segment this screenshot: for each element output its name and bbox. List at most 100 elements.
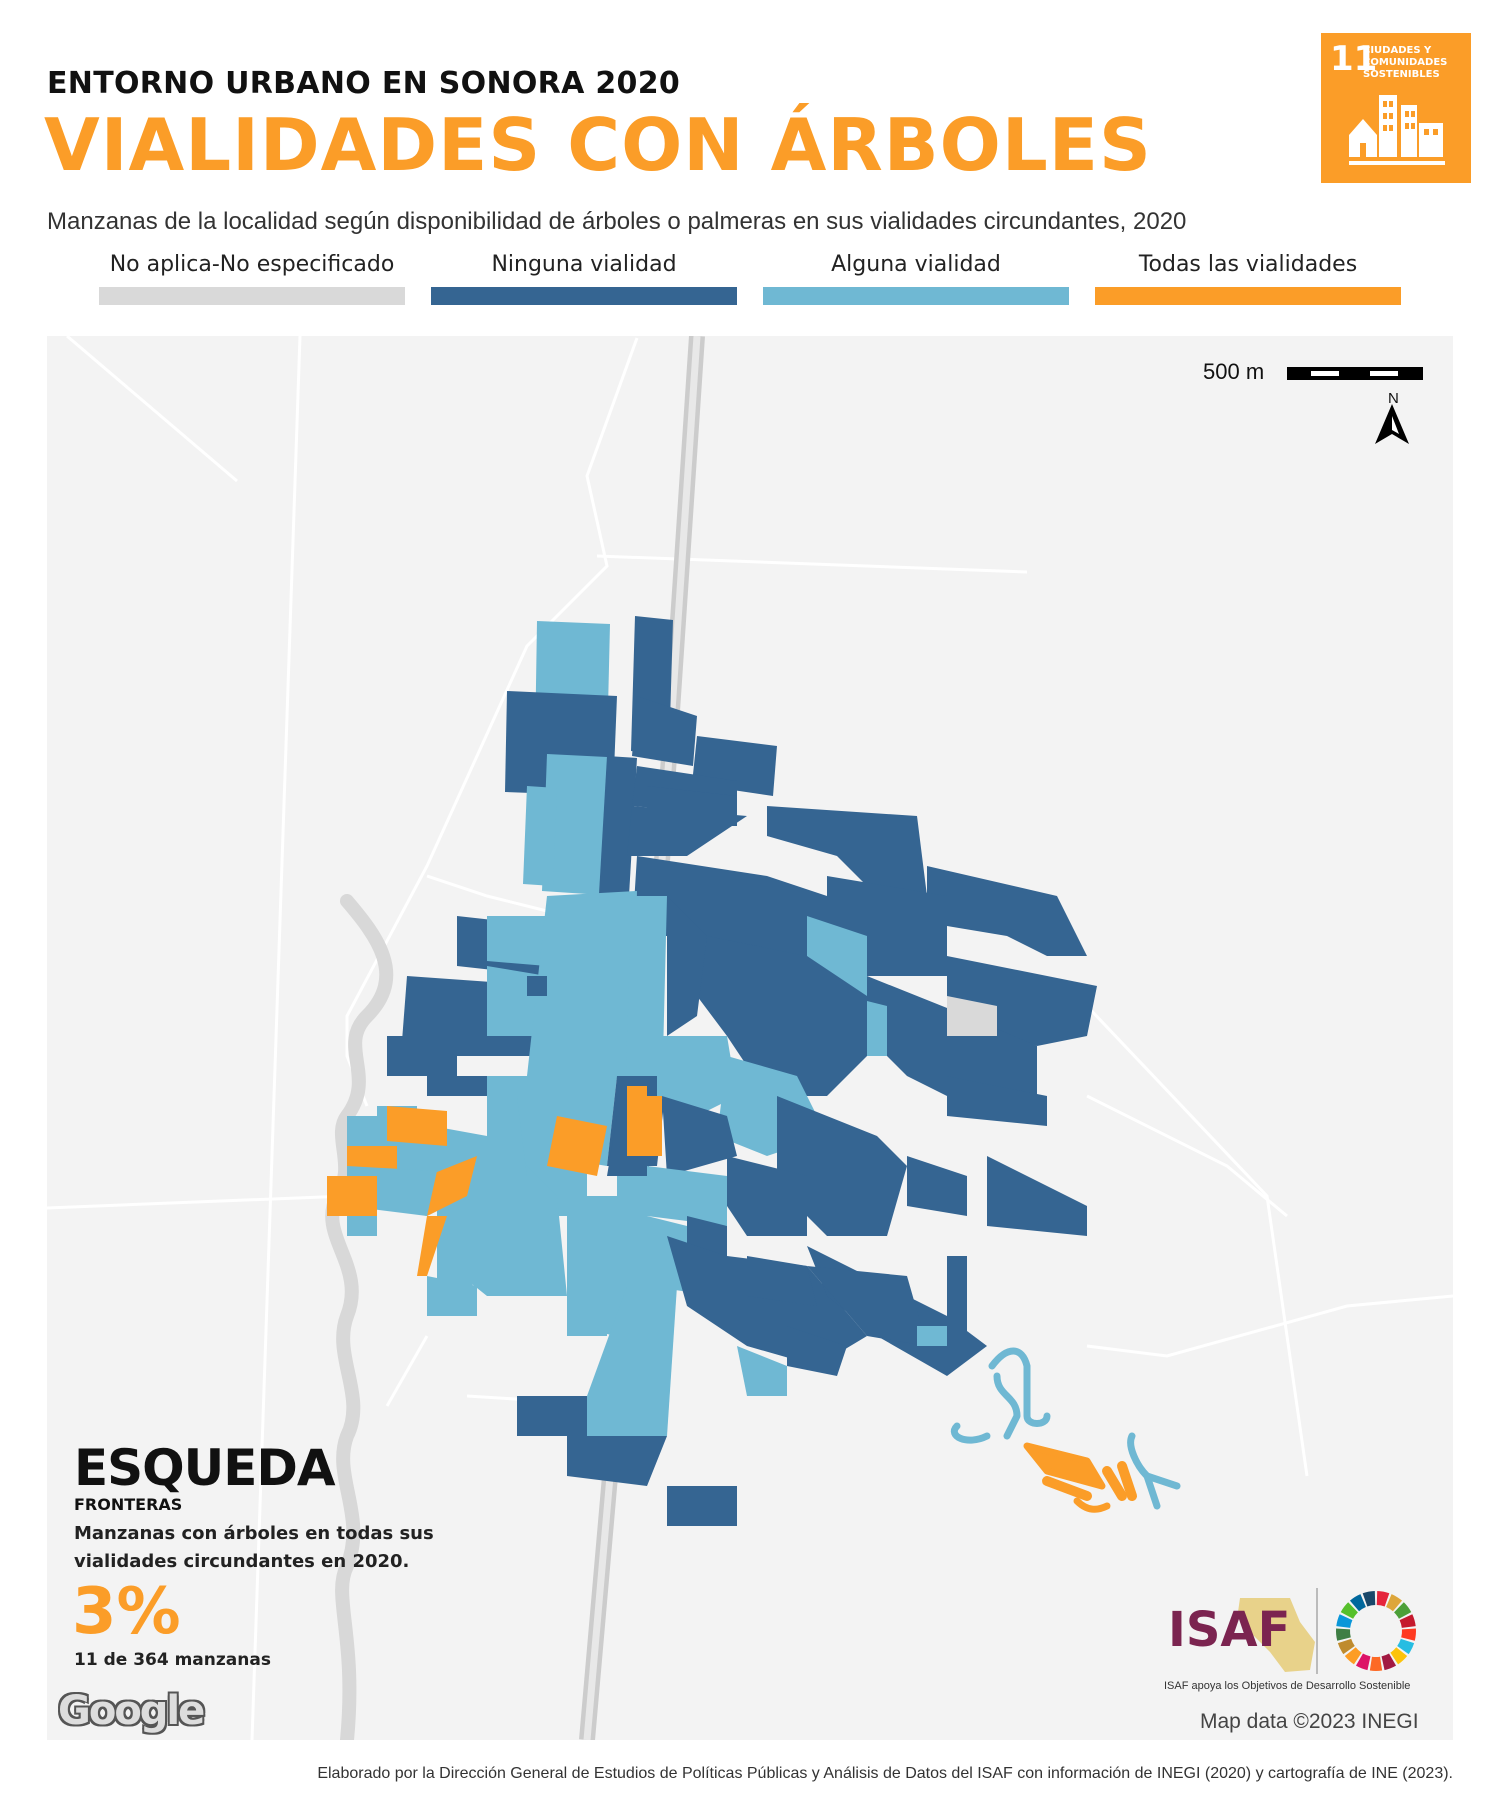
sdg-wheel-segment xyxy=(1340,1602,1358,1619)
sdg-wheel-segment xyxy=(1362,1591,1376,1607)
block-none xyxy=(807,1266,927,1346)
block-none xyxy=(727,1156,807,1236)
locality-name: ESQUEDA xyxy=(74,1439,336,1497)
block-some xyxy=(527,891,637,1086)
block-na xyxy=(947,996,997,1036)
block-none xyxy=(517,1396,587,1436)
stat-percent: 3% xyxy=(72,1575,181,1649)
block-some xyxy=(427,1276,477,1316)
block-none xyxy=(907,1156,967,1216)
sdg-wheel-segment xyxy=(1349,1594,1366,1612)
sdg-wheel-segment xyxy=(1386,1594,1403,1612)
block-none xyxy=(667,1236,867,1366)
sdg-text: CIUDADES Y COMUNIDADES SOSTENIBLES xyxy=(1363,45,1448,80)
block-none xyxy=(662,1096,737,1176)
block-some xyxy=(647,1166,727,1226)
block-all xyxy=(327,1176,377,1216)
legend-item-all: Todas las vialidades xyxy=(1095,252,1401,305)
page-title: VIALIDADES CON ÁRBOLES xyxy=(44,103,1152,187)
isaf-tagline: ISAF apoya los Objetivos de Desarrollo S… xyxy=(1164,1680,1411,1692)
block-none xyxy=(567,1436,667,1486)
block-all xyxy=(427,1156,477,1216)
sdg-wheel-segment xyxy=(1390,1647,1408,1665)
sdg-wheel-segment xyxy=(1337,1638,1355,1655)
block-none xyxy=(747,1256,817,1306)
stat-description: Manzanas con árboles en todas sus vialid… xyxy=(74,1523,434,1572)
isaf-logo-block: ISAF ISAF apoya los Objetivos de Desarro… xyxy=(1150,1584,1440,1694)
north-arrow-icon xyxy=(1375,404,1409,444)
block-none xyxy=(632,696,697,766)
sdg-wheel-segment xyxy=(1344,1647,1362,1665)
locality-region: FRONTERAS xyxy=(74,1495,183,1514)
map-attribution: Map data ©2023 INEGI xyxy=(1200,1710,1419,1733)
block-some xyxy=(507,1076,547,1096)
sdg-wheel-icon xyxy=(1336,1591,1416,1671)
block-some xyxy=(737,1346,787,1396)
block-none xyxy=(767,806,927,896)
block-some xyxy=(437,1196,507,1296)
legend-swatch xyxy=(763,287,1069,305)
block-some xyxy=(523,786,557,886)
scale-label: 500 m xyxy=(1203,359,1265,384)
kicker-title: ENTORNO URBANO EN SONORA 2020 xyxy=(47,66,681,101)
block-all xyxy=(387,1106,447,1146)
legend-item-some: Alguna vialidad xyxy=(763,252,1069,305)
google-logo: Google xyxy=(58,1688,205,1734)
city-blocks xyxy=(327,616,1097,1526)
legend-swatch xyxy=(1095,287,1401,305)
footer-credit: Elaborado por la Dirección General de Es… xyxy=(317,1765,1453,1782)
block-some xyxy=(587,1286,677,1436)
map-canvas xyxy=(47,336,1453,1740)
logo-divider xyxy=(1316,1588,1318,1674)
sdg-wheel-segment xyxy=(1336,1614,1353,1628)
sdg-11-badge: 11 CIUDADES Y COMUNIDADES SOSTENIBLES xyxy=(1321,33,1471,183)
legend-item-none: Ninguna vialidad xyxy=(431,252,737,305)
block-none xyxy=(427,1076,487,1096)
block-none xyxy=(777,1096,907,1236)
sdg-wheel-segment xyxy=(1381,1653,1397,1671)
sdg-wheel-segment xyxy=(1397,1638,1415,1655)
sdg-wheel-segment xyxy=(1399,1614,1416,1628)
sdg-wheel-segment xyxy=(1394,1602,1412,1619)
city-buildings-icon xyxy=(1349,95,1445,165)
legend-swatch xyxy=(431,287,737,305)
block-none xyxy=(527,976,547,996)
block-none xyxy=(599,756,637,896)
stat-count: 11 de 364 manzanas xyxy=(74,1650,271,1670)
sdg-wheel-segment xyxy=(1401,1628,1416,1641)
isaf-logo-text: ISAF xyxy=(1168,1602,1291,1658)
map-area[interactable] xyxy=(47,336,1453,1740)
scale-bar xyxy=(1287,367,1423,380)
block-none xyxy=(787,1326,847,1376)
block-some xyxy=(625,896,667,1096)
north-label: N xyxy=(1388,390,1399,407)
legend-swatch xyxy=(99,287,405,305)
block-none xyxy=(697,936,867,1096)
block-some xyxy=(617,1176,647,1226)
southeast-blocks xyxy=(951,1347,1181,1513)
block-some xyxy=(657,1036,737,1116)
block-none xyxy=(667,896,707,1036)
sdg-wheel-segment xyxy=(1369,1656,1383,1671)
sonora-state-icon xyxy=(1238,1598,1315,1672)
block-some xyxy=(487,1096,527,1176)
sdg-number: 11 xyxy=(1330,39,1378,79)
legend-label: Todas las vialidades xyxy=(1138,252,1358,277)
block-some xyxy=(487,916,547,966)
block-none xyxy=(647,786,737,826)
block-none xyxy=(947,1256,967,1346)
legend-item-na: No aplica-No especificado xyxy=(99,252,405,305)
legend-label: Alguna vialidad xyxy=(831,252,1001,277)
legend-label: Ninguna vialidad xyxy=(491,252,677,277)
block-none xyxy=(387,1036,457,1076)
block-none xyxy=(667,1486,737,1526)
block-none xyxy=(927,866,1087,956)
block-some xyxy=(567,1296,607,1336)
sdg-wheel-segment xyxy=(1376,1591,1390,1607)
block-all xyxy=(417,1216,447,1276)
sdg-wheel-segment xyxy=(1355,1653,1371,1671)
block-all xyxy=(547,1116,607,1176)
block-none xyxy=(947,1076,1047,1126)
page-subtitle: Manzanas de la localidad según disponibi… xyxy=(47,208,1187,235)
block-some xyxy=(547,1056,587,1096)
